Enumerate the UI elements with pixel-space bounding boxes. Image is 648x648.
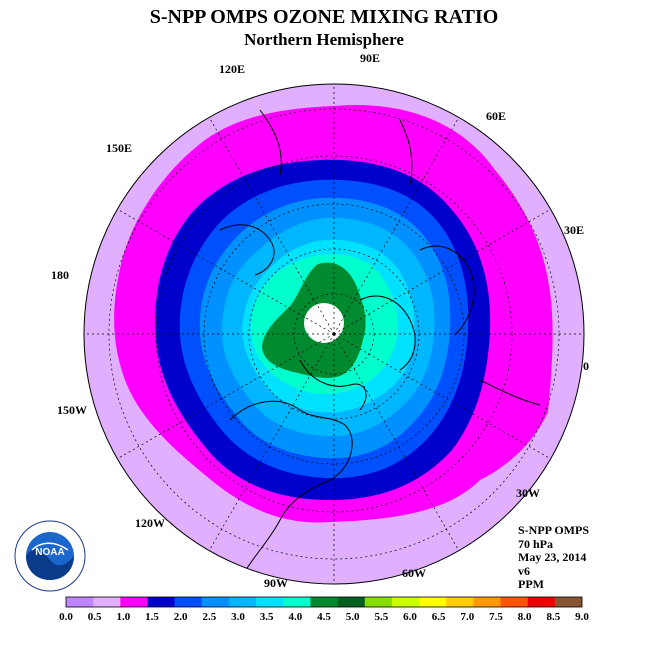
- lon-label-180: 180: [51, 268, 69, 282]
- lon-label-150w: 150W: [57, 403, 87, 417]
- info-version: v6: [518, 563, 530, 578]
- info-units: PPM: [518, 577, 544, 591]
- colorbar-swatch: [527, 597, 556, 607]
- colorbar-swatch: [473, 597, 501, 607]
- colorbar-swatch: [500, 597, 528, 607]
- lon-label-60e: 60E: [486, 109, 506, 123]
- colorbar-tick-label: 0.0: [59, 611, 73, 623]
- colorbar: 0.0 0.5 1.0 1.5 2.0 2.5 3.0 3.5 4.0 4.5 5.0 5.5 6.0 6…: [59, 596, 589, 623]
- colorbar-tick-label: 1.0: [116, 611, 130, 623]
- colorbar-tick-label: 9.0: [575, 611, 589, 623]
- info-date: May 23, 2014: [518, 550, 587, 564]
- colorbar-swatch: [283, 597, 311, 607]
- colorbar-swatch: [554, 597, 583, 607]
- chart-title: S-NPP OMPS OZONE MIXING RATIO: [149, 6, 499, 28]
- map-border: [83, 83, 585, 585]
- lon-label-90e: 90E: [360, 51, 380, 65]
- info-instrument: S-NPP OMPS: [518, 523, 589, 537]
- colorbar-swatch: [256, 597, 284, 607]
- colorbar-tick-label: 4.0: [288, 611, 302, 623]
- colorbar-swatch: [228, 597, 257, 607]
- colorbar-tick-label: 7.5: [489, 611, 503, 623]
- polar-data-gap: [304, 303, 344, 343]
- colorbar-swatch: [391, 597, 420, 607]
- lon-label-120w: 120W: [135, 516, 165, 530]
- colorbar-tick-label: 3.0: [231, 611, 245, 623]
- colorbar-swatch: [93, 597, 121, 607]
- colorbar-tick-label: 5.5: [374, 611, 388, 623]
- colorbar-swatch: [147, 597, 175, 607]
- lon-label-30e: 30E: [564, 223, 584, 237]
- colorbar-tick-label: 8.0: [518, 611, 532, 623]
- colorbar-tick-label: 0.5: [88, 611, 102, 623]
- colorbar-swatch: [201, 597, 230, 607]
- lon-label-120e: 120E: [219, 62, 245, 76]
- info-level: 70 hPa: [518, 536, 554, 551]
- colorbar-frame: [65, 596, 583, 608]
- lon-label-0: 0: [583, 359, 589, 373]
- meridian-lines: [84, 84, 584, 584]
- colorbar-tick-label: 1.5: [145, 611, 159, 623]
- lon-label-150e: 150E: [106, 141, 132, 155]
- colorbar-swatch: [364, 597, 393, 607]
- lon-label-30w: 30W: [516, 486, 540, 500]
- colorbar-swatch: [66, 597, 94, 607]
- coastlines: [219, 109, 541, 581]
- colorbar-tick-label: 5.0: [346, 611, 360, 623]
- colorbar-tick-label: 7.0: [460, 611, 474, 623]
- colorbar-swatch: [310, 597, 338, 607]
- colorbar-swatch: [419, 597, 447, 607]
- noaa-logo: NOAA: [14, 520, 86, 592]
- colorbar-swatch: [446, 597, 474, 607]
- colorbar-tick-label: 2.0: [174, 611, 188, 623]
- colorbar-swatch: [120, 597, 148, 607]
- info-block: S-NPP OMPS 70 hPa May 23, 2014 v6 PPM: [518, 523, 589, 592]
- colorbar-tick-label: 6.5: [432, 611, 446, 623]
- colorbar-swatch: [174, 597, 203, 607]
- colorbar-tick-label: 8.5: [546, 611, 560, 623]
- chart-subtitle: Northern Hemisphere: [244, 30, 404, 49]
- colorbar-tick-label: 4.5: [317, 611, 331, 623]
- lon-label-60w: 60W: [402, 566, 426, 580]
- colorbar-tick-label: 6.0: [403, 611, 417, 623]
- lon-label-90w: 90W: [264, 576, 288, 590]
- colorbar-swatch: [337, 597, 366, 607]
- colorbar-tick-label: 2.5: [202, 611, 216, 623]
- colorbar-tick-label: 3.5: [260, 611, 274, 623]
- noaa-logo-text: NOAA: [35, 547, 64, 558]
